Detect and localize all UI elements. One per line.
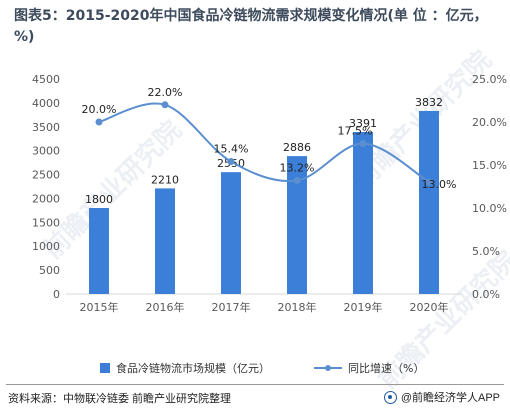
- bar-value-label: 3832: [415, 96, 443, 109]
- y-left-tick-label: 2500: [32, 169, 60, 182]
- growth-point: [227, 158, 235, 166]
- growth-value-label: 22.0%: [148, 86, 183, 99]
- x-tick-label: 2018年: [278, 300, 317, 314]
- growth-point: [161, 101, 169, 109]
- growth-point: [95, 118, 103, 126]
- legend-line-label: 同比增速（%）: [348, 362, 425, 375]
- bar: [221, 172, 241, 294]
- chart-title-prefix: 图表5：: [14, 8, 66, 24]
- brand-logo-icon: [383, 390, 397, 404]
- growth-value-label: 13.2%: [280, 161, 315, 174]
- y-left-tick-label: 2000: [32, 192, 60, 205]
- bar: [155, 188, 175, 294]
- y-right-tick-label: 10.0%: [472, 202, 507, 215]
- legend-bar-label: 食品冷链物流市场规模（亿元）: [116, 362, 270, 375]
- legend-bar-swatch: [100, 363, 110, 373]
- y-left-tick-label: 4000: [32, 97, 60, 110]
- growth-point: [293, 176, 301, 184]
- y-left-tick-label: 3500: [32, 121, 60, 134]
- bar: [287, 156, 307, 294]
- bar: [353, 131, 373, 294]
- x-tick-label: 2017年: [212, 300, 251, 314]
- growth-value-label: 17.5%: [338, 125, 373, 138]
- bar-value-label: 1800: [85, 193, 113, 206]
- source-note: 资料来源：中物联冷链委 前瞻产业研究院整理: [8, 393, 232, 405]
- brand-credit[interactable]: @前瞻经济学人APP: [383, 389, 500, 405]
- legend-item-bar[interactable]: 食品冷链物流市场规模（亿元）: [100, 360, 270, 376]
- y-left-tick-label: 0: [53, 288, 60, 301]
- brand-credit-text: @前瞻经济学人APP: [400, 392, 500, 404]
- y-left-tick-label: 3000: [32, 145, 60, 158]
- x-tick-label: 2020年: [410, 300, 449, 314]
- growth-line: [98, 102, 430, 184]
- legend-line-swatch: [314, 363, 342, 373]
- bar: [419, 110, 439, 294]
- x-tick-label: 2019年: [344, 300, 383, 314]
- chart-title: 图表5：2015-2020年中国食品冷链物流需求规模变化情况(单 位 ：亿元，%…: [14, 6, 498, 48]
- legend-item-line[interactable]: 同比增速（%）: [314, 360, 424, 376]
- x-tick-label: 2016年: [146, 300, 185, 314]
- y-right-tick-label: 25.0%: [472, 73, 507, 86]
- bar: [89, 208, 109, 294]
- bar-value-label: 3391: [349, 117, 377, 130]
- growth-value-label: 20.0%: [82, 103, 117, 116]
- x-tick-label: 2015年: [80, 300, 119, 314]
- y-left-tick-label: 1000: [32, 240, 60, 253]
- legend: 食品冷链物流市场规模（亿元） 同比增速（%）: [100, 360, 468, 376]
- growth-point: [425, 178, 433, 186]
- bar-value-label: 2210: [151, 173, 179, 186]
- y-left-tick-label: 500: [39, 264, 60, 277]
- chart-title-text: 2015-2020年中国食品冷链物流需求规模变化情况(单 位 ：亿元，%): [14, 8, 488, 45]
- y-left-tick-label: 4500: [32, 73, 60, 86]
- footer-divider: [6, 384, 504, 385]
- y-right-tick-label: 20.0%: [472, 116, 507, 129]
- growth-point: [359, 140, 367, 147]
- y-left-tick-label: 1500: [32, 216, 60, 229]
- y-right-tick-label: 0.0%: [472, 288, 500, 301]
- y-right-tick-label: 15.0%: [472, 159, 507, 172]
- growth-value-label: 13.0%: [422, 178, 457, 191]
- bar-value-label: 2886: [283, 141, 311, 154]
- y-right-tick-label: 5.0%: [472, 245, 500, 258]
- growth-value-label: 15.4%: [214, 143, 249, 156]
